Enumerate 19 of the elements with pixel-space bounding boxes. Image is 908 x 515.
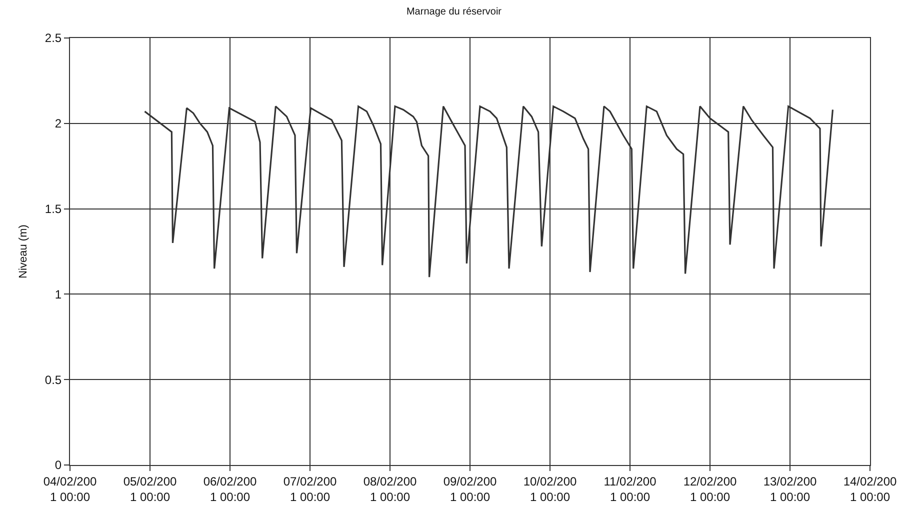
x-tick-label: 04/02/200 1 00:00 — [43, 474, 98, 504]
y-tick-label: 2.5 — [44, 31, 62, 46]
y-tick-label: 1.5 — [44, 202, 62, 216]
x-tick-label: 09/02/200 1 00:00 — [443, 474, 498, 504]
y-axis-title: Niveau (m) — [18, 224, 30, 278]
x-tick-label: 12/02/200 1 00:00 — [683, 474, 738, 504]
x-tick-label: 06/02/200 1 00:00 — [203, 474, 258, 504]
chart-title: Marnage du réservoir — [406, 6, 502, 18]
x-tick-label: 10/02/200 1 00:00 — [523, 474, 578, 504]
y-tick-label: 2 — [54, 116, 62, 131]
y-tick-label: 0.5 — [44, 372, 62, 387]
x-tick-label: 13/02/200 1 00:00 — [763, 474, 818, 504]
x-tick-label: 11/02/200 1 00:00 — [604, 474, 657, 504]
x-tick-label: 08/02/200 1 00:00 — [363, 474, 418, 504]
x-tick-label: 14/02/200 1 00:00 — [843, 474, 898, 504]
y-tick-label: 1 — [54, 287, 62, 302]
x-tick-label: 07/02/200 1 00:00 — [283, 474, 338, 504]
y-tick-label: 0 — [54, 458, 62, 472]
x-tick-label: 05/02/200 1 00:00 — [123, 474, 178, 504]
